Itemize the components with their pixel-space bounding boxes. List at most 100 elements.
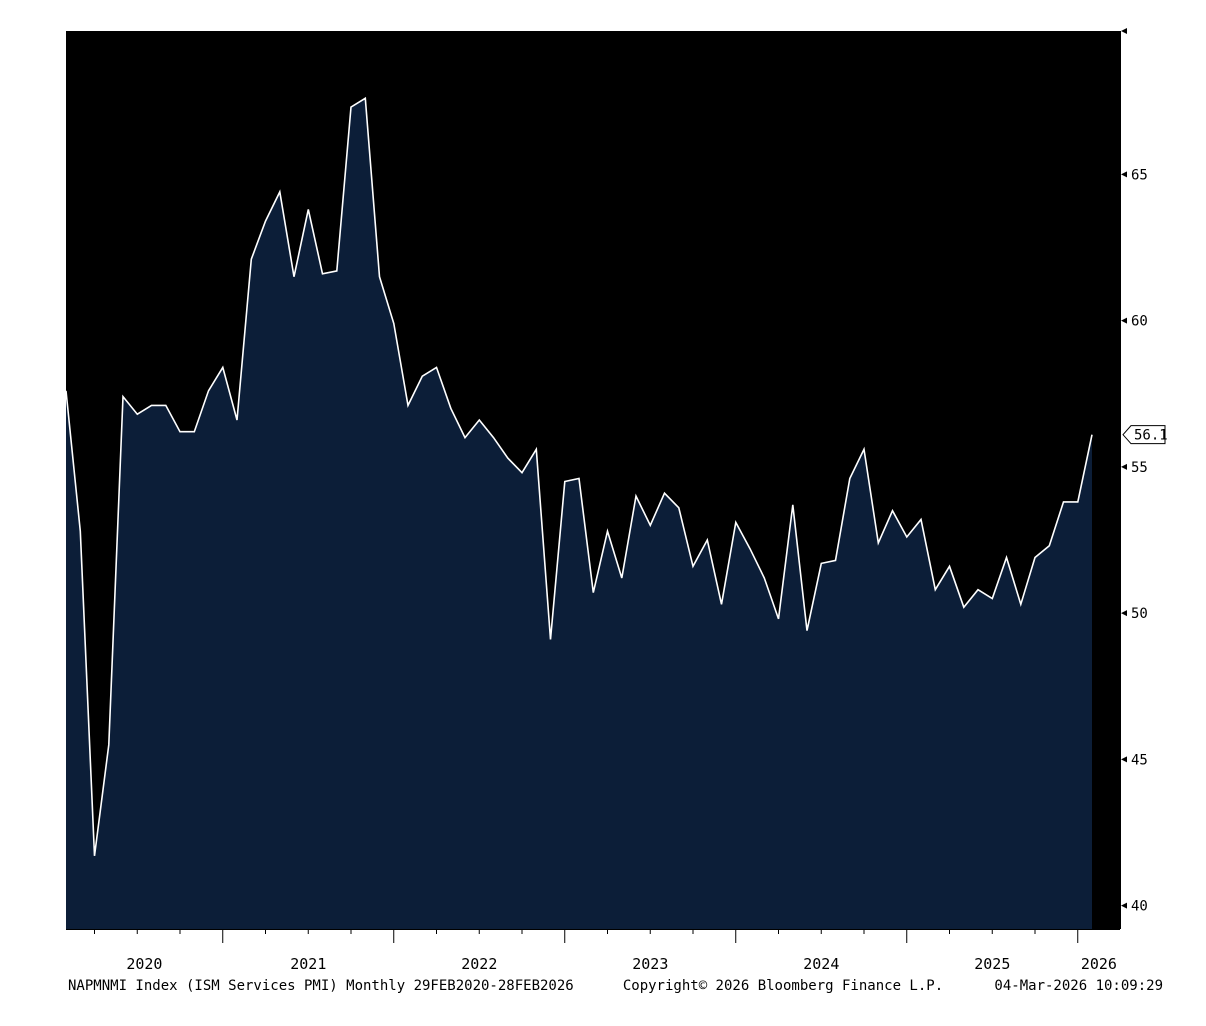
footer-copyright: Copyright© 2026 Bloomberg Finance L.P. xyxy=(623,978,943,994)
data-point-2025-10 xyxy=(1034,557,1036,559)
data-point-2025-06 xyxy=(977,589,979,591)
data-point-2021-01 xyxy=(222,366,224,368)
data-point-2020-11 xyxy=(193,431,195,433)
data-point-2024-03 xyxy=(763,577,765,579)
data-point-2025-03 xyxy=(934,589,936,591)
data-point-2022-09 xyxy=(507,457,509,459)
x-year-label-2023: 2023 xyxy=(632,955,668,973)
series-line xyxy=(65,96,1093,857)
data-point-2025-11 xyxy=(1048,545,1050,547)
data-point-2021-07 xyxy=(307,208,309,210)
x-year-label-2022: 2022 xyxy=(461,955,497,973)
data-point-2023-07 xyxy=(649,524,651,526)
data-point-2022-02 xyxy=(407,404,409,406)
series-area-fill xyxy=(66,98,1092,930)
data-point-2020-06 xyxy=(122,396,124,398)
data-point-2020-03 xyxy=(79,530,81,532)
y-tick-mark-55 xyxy=(1121,463,1127,470)
y-tick-mark-50 xyxy=(1121,610,1127,617)
data-point-2021-11 xyxy=(364,97,366,99)
y-tick-mark-40 xyxy=(1121,902,1127,909)
data-point-2023-12 xyxy=(721,603,723,605)
data-point-2025-04 xyxy=(949,565,951,567)
x-year-label-2025: 2025 xyxy=(974,955,1010,973)
data-point-2020-05 xyxy=(108,744,110,746)
data-point-2025-01 xyxy=(906,536,908,538)
data-point-2020-10 xyxy=(179,431,181,433)
data-point-2024-06 xyxy=(806,630,808,632)
data-point-2024-04 xyxy=(778,618,780,620)
data-point-2023-01 xyxy=(564,481,566,483)
data-point-2026-02 xyxy=(1091,434,1093,436)
data-point-2021-06 xyxy=(293,276,295,278)
data-point-2025-05 xyxy=(963,606,965,608)
data-point-2023-06 xyxy=(635,495,637,497)
data-point-2020-02 xyxy=(65,390,67,392)
y-axis-ticks: 40 45 50 55 60 65 xyxy=(1121,28,1148,915)
y-tick-mark-top xyxy=(1121,28,1127,34)
data-point-2023-02 xyxy=(578,478,580,480)
x-year-label-2024: 2024 xyxy=(803,955,839,973)
data-point-2021-02 xyxy=(236,419,238,421)
data-point-2022-05 xyxy=(450,407,452,409)
data-point-2020-12 xyxy=(208,390,210,392)
data-point-2025-02 xyxy=(920,519,922,521)
y-tick-label-60: 60 xyxy=(1131,314,1148,330)
data-point-2025-09 xyxy=(1020,603,1022,605)
data-point-2021-08 xyxy=(322,273,324,275)
data-point-2025-12 xyxy=(1063,501,1065,503)
data-point-2022-07 xyxy=(478,419,480,421)
y-tick-label-45: 45 xyxy=(1131,752,1148,768)
x-year-label-2026: 2026 xyxy=(1081,955,1117,973)
data-point-2024-01 xyxy=(735,521,737,523)
y-tick-mark-60 xyxy=(1121,317,1127,324)
data-point-2024-10 xyxy=(863,448,865,450)
footer-timestamp: 04-Mar-2026 10:09:29 xyxy=(994,978,1163,994)
data-point-2021-09 xyxy=(336,270,338,272)
data-point-2023-11 xyxy=(706,539,708,541)
data-point-2022-04 xyxy=(436,366,438,368)
data-point-2024-11 xyxy=(877,542,879,544)
y-tick-label-50: 50 xyxy=(1131,606,1148,622)
data-point-2020-08 xyxy=(151,404,153,406)
data-point-2020-09 xyxy=(165,404,167,406)
x-axis-ticks: 2020 2021 2022 2023 2024 2025 2026 xyxy=(94,929,1117,973)
x-year-label-2020: 2020 xyxy=(126,955,162,973)
data-point-2024-12 xyxy=(892,510,894,512)
y-tick-label-65: 65 xyxy=(1131,167,1148,183)
data-point-2026-01 xyxy=(1077,501,1079,503)
data-point-2023-05 xyxy=(621,577,623,579)
last-value-label: 56.1 xyxy=(1134,428,1168,444)
data-point-2023-09 xyxy=(678,507,680,509)
y-tick-label-40: 40 xyxy=(1131,899,1148,915)
y-tick-label-55: 55 xyxy=(1131,460,1148,476)
data-point-2025-07 xyxy=(991,598,993,600)
data-point-2024-02 xyxy=(749,548,751,550)
data-point-2020-04 xyxy=(94,855,96,857)
data-point-2021-04 xyxy=(265,220,267,222)
data-point-2025-08 xyxy=(1006,557,1008,559)
data-point-2021-12 xyxy=(379,276,381,278)
data-point-2021-10 xyxy=(350,106,352,108)
data-point-2023-10 xyxy=(692,565,694,567)
data-point-2021-03 xyxy=(250,258,252,260)
footer-series-description: NAPMNMI Index (ISM Services PMI) Monthly… xyxy=(68,978,574,994)
data-point-2022-01 xyxy=(393,323,395,325)
data-point-2021-05 xyxy=(279,191,281,193)
data-point-2024-08 xyxy=(835,559,837,561)
data-point-2024-07 xyxy=(820,562,822,564)
data-point-2023-08 xyxy=(664,492,666,494)
last-value-badge-shape xyxy=(1122,425,1166,445)
data-point-2022-12 xyxy=(550,638,552,640)
data-point-2024-05 xyxy=(792,504,794,506)
y-tick-mark-45 xyxy=(1121,756,1127,763)
data-point-2020-07 xyxy=(136,413,138,415)
data-point-2022-11 xyxy=(535,448,537,450)
data-point-2024-09 xyxy=(849,478,851,480)
data-point-2022-06 xyxy=(464,437,466,439)
data-point-2022-10 xyxy=(521,472,523,474)
x-year-label-2021: 2021 xyxy=(290,955,326,973)
data-point-2022-08 xyxy=(493,437,495,439)
last-value-badge: 56.1 xyxy=(1122,425,1168,445)
